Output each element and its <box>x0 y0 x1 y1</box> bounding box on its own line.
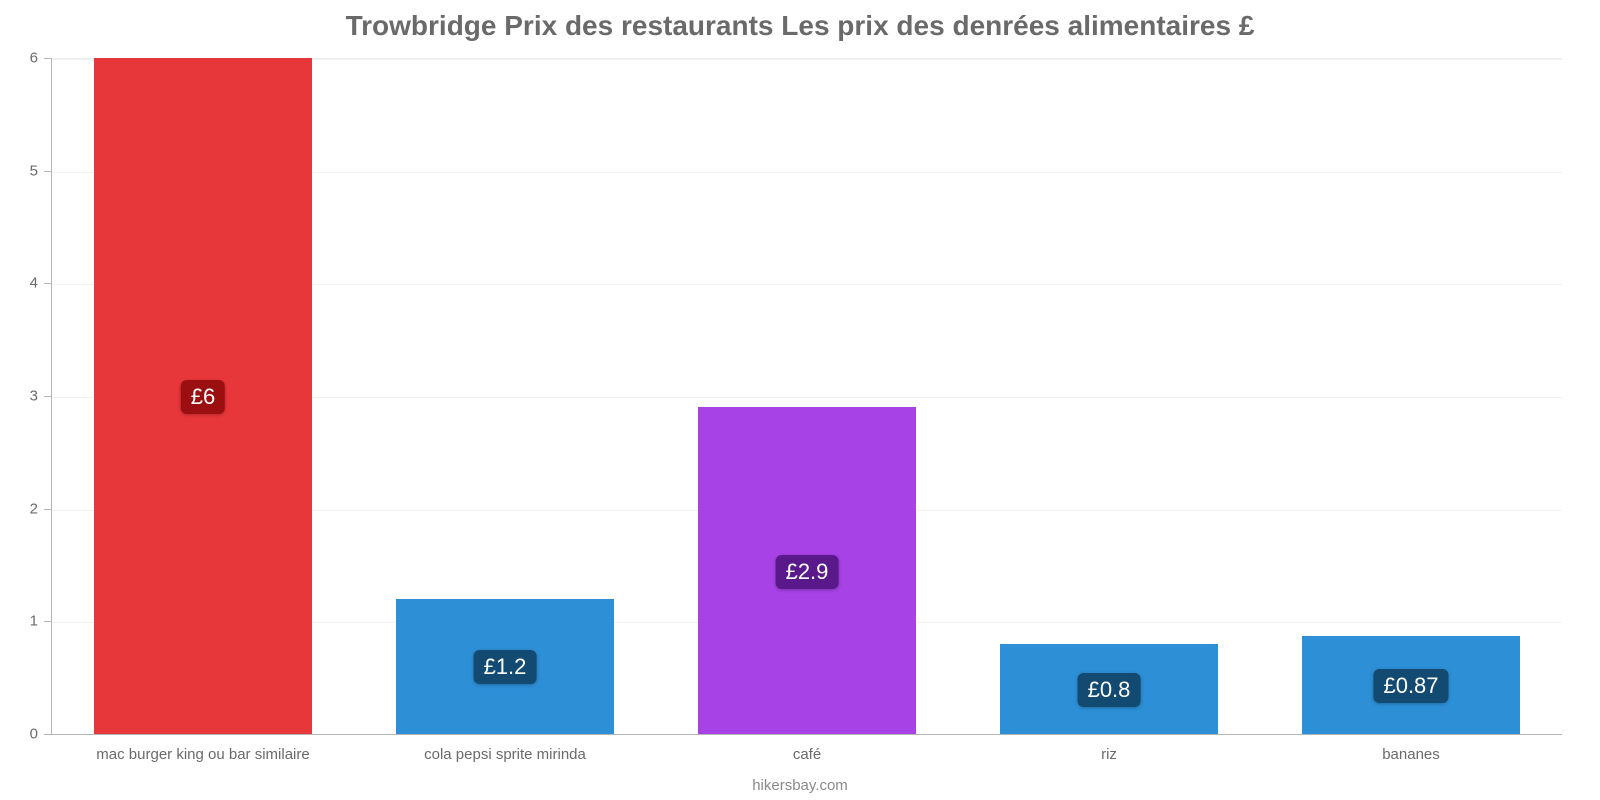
chart-footer: hikersbay.com <box>0 777 1600 794</box>
y-tick-label: 5 <box>0 162 38 179</box>
y-tick-mark <box>44 283 52 284</box>
bar-value-label: £2.9 <box>776 555 839 589</box>
y-tick-mark <box>44 58 52 59</box>
y-tick-mark <box>44 621 52 622</box>
y-tick-mark <box>44 396 52 397</box>
x-axis-line <box>51 734 1562 735</box>
y-tick-mark <box>44 509 52 510</box>
bars-layer: £6 £1.2 £2.9 £0.8 £0.87 <box>52 59 1562 734</box>
bar-value-label: £1.2 <box>474 650 537 684</box>
y-tick-label: 2 <box>0 500 38 517</box>
y-tick-mark <box>44 171 52 172</box>
x-tick-label: cola pepsi sprite mirinda <box>424 746 586 763</box>
bar-value-label: £0.87 <box>1373 669 1448 703</box>
y-tick-mark <box>44 734 52 735</box>
y-tick-label: 1 <box>0 613 38 630</box>
y-tick-label: 6 <box>0 50 38 67</box>
x-tick-label: bananes <box>1382 746 1440 763</box>
x-tick-label: riz <box>1101 746 1117 763</box>
bar-value-label: £0.8 <box>1078 673 1141 707</box>
price-bar-chart: Trowbridge Prix des restaurants Les prix… <box>0 0 1600 800</box>
x-tick-label: café <box>793 746 821 763</box>
y-tick-label: 0 <box>0 726 38 743</box>
y-tick-label: 4 <box>0 275 38 292</box>
chart-title: Trowbridge Prix des restaurants Les prix… <box>0 0 1600 42</box>
y-axis-line <box>51 59 52 735</box>
plot-area: £6 £1.2 £2.9 £0.8 £0.87 <box>52 58 1562 734</box>
bar-value-label: £6 <box>181 380 225 414</box>
x-tick-label: mac burger king ou bar similaire <box>96 746 309 763</box>
y-tick-label: 3 <box>0 388 38 405</box>
